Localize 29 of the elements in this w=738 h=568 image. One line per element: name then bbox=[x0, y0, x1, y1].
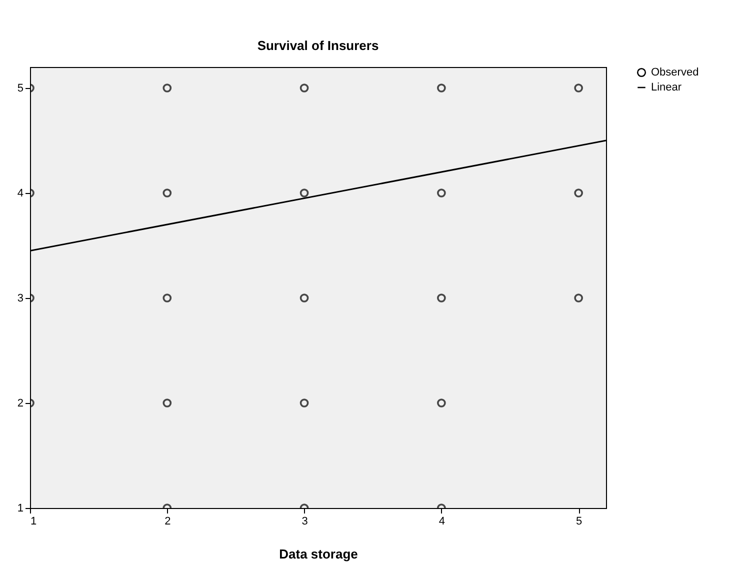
point bbox=[574, 188, 584, 198]
chart-title: Survival of Insurers bbox=[257, 38, 379, 53]
point bbox=[300, 84, 309, 92]
point bbox=[300, 294, 309, 302]
point bbox=[300, 188, 309, 198]
x-axis-title: Data storage bbox=[279, 546, 358, 562]
point bbox=[436, 188, 446, 198]
point bbox=[162, 188, 172, 198]
point bbox=[436, 398, 446, 408]
point bbox=[300, 398, 309, 408]
point bbox=[436, 294, 446, 302]
point bbox=[436, 84, 446, 92]
y-tick-label: 2 bbox=[17, 398, 24, 410]
y-tick-label: 5 bbox=[17, 82, 24, 94]
x-tick-label: 5 bbox=[576, 516, 582, 528]
point bbox=[162, 398, 172, 408]
legend-label: Observed bbox=[651, 66, 699, 78]
x-tick-label: 3 bbox=[302, 516, 308, 528]
y-tick-label: 1 bbox=[17, 502, 24, 514]
x-tick-label: 1 bbox=[30, 516, 37, 528]
x-tick-label: 4 bbox=[438, 516, 445, 528]
point bbox=[574, 294, 584, 302]
legend-label: Linear bbox=[651, 82, 682, 94]
point bbox=[162, 294, 172, 302]
point bbox=[162, 84, 172, 92]
y-tick-label: 4 bbox=[17, 188, 24, 200]
point bbox=[574, 84, 584, 92]
y-tick-label: 3 bbox=[17, 292, 24, 304]
x-tick-label: 2 bbox=[164, 516, 171, 528]
